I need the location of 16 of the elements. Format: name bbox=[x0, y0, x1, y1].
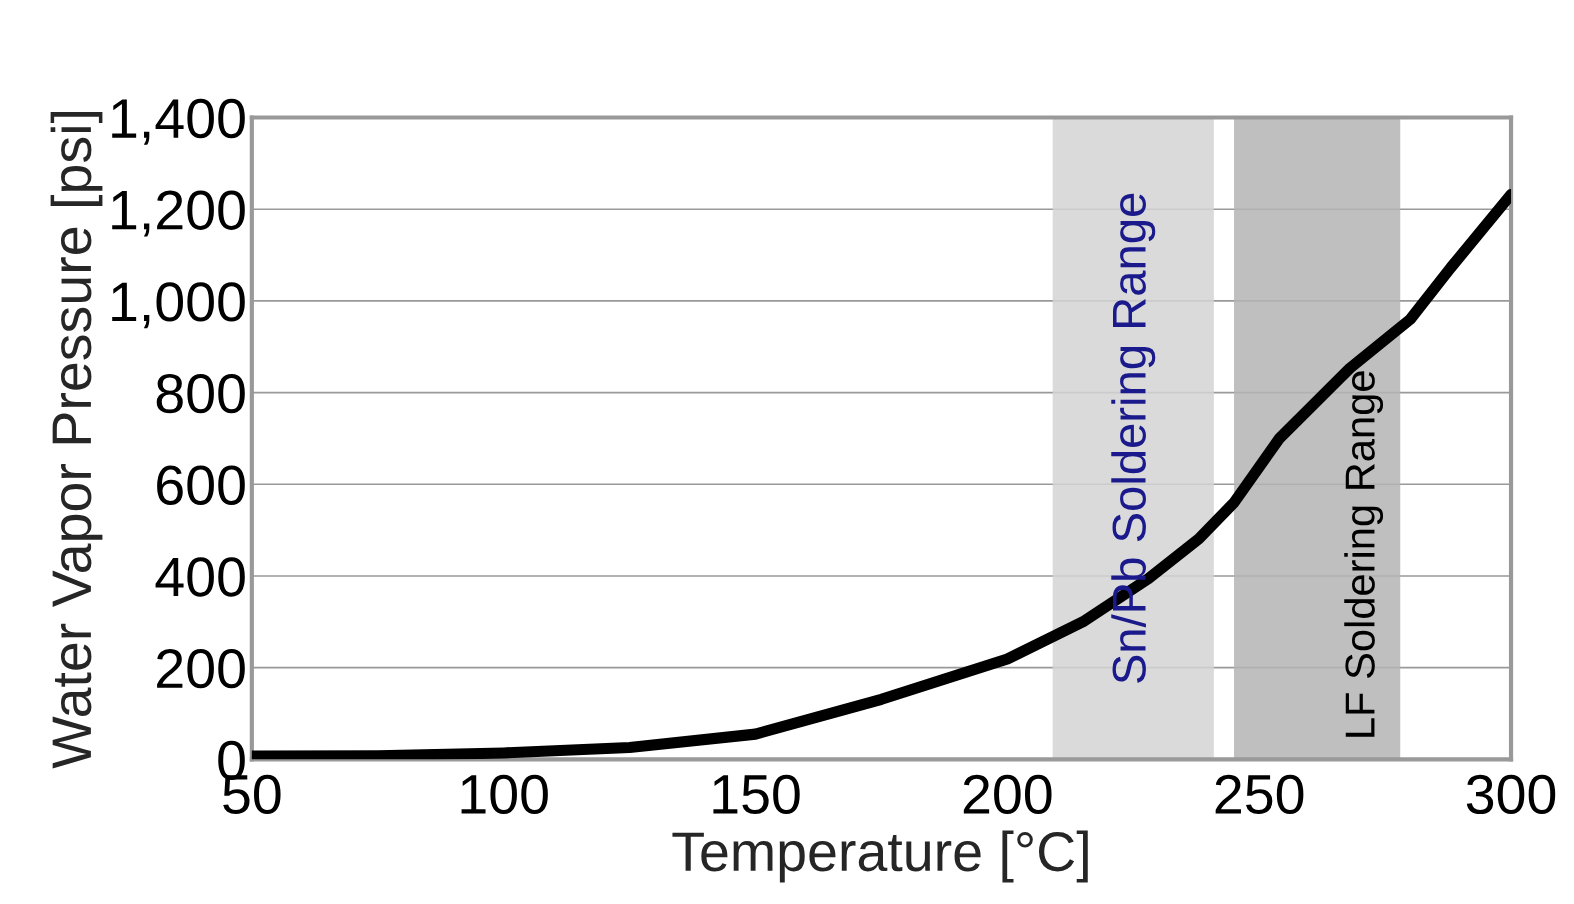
x-tick-label: 100 bbox=[461, 774, 548, 815]
x-axis-title: Temperature [°C] bbox=[672, 830, 1088, 883]
y-tick-label: 600 bbox=[157, 465, 245, 505]
y-tick-label: 800 bbox=[156, 373, 245, 414]
x-tick-label: 150 bbox=[713, 774, 800, 815]
y-tick-label: 1,000 bbox=[112, 282, 245, 329]
band-label: Sn/Pb Soldering Range bbox=[1111, 193, 1156, 684]
y-axis-title: Water Vapor Pressure [psi] bbox=[50, 112, 103, 769]
y-tick-label: 400 bbox=[155, 557, 245, 597]
x-tick-label: 200 bbox=[963, 774, 1052, 815]
y-tick-label: 1,400 bbox=[112, 98, 245, 145]
x-tick-label: 250 bbox=[1215, 774, 1304, 815]
y-tick-label: 200 bbox=[157, 649, 245, 689]
x-tick-label: 300 bbox=[1466, 774, 1556, 815]
band-label: LF Soldering Range bbox=[1344, 371, 1384, 737]
y-tick-label: 1,200 bbox=[112, 190, 245, 237]
